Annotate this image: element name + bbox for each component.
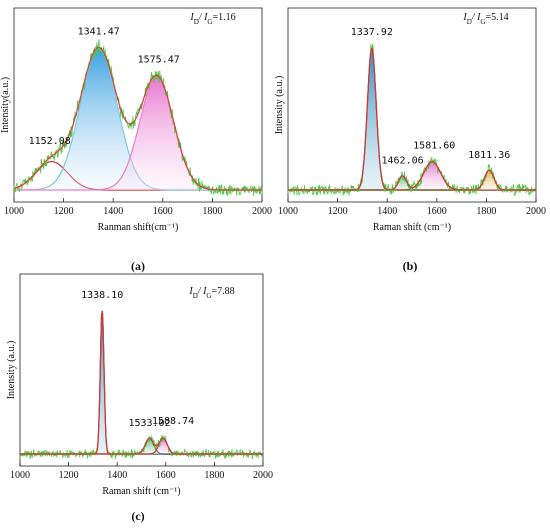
x-axis-label: Raman shift (cm⁻¹) <box>102 486 180 497</box>
peak-label: 1152.08 <box>29 136 71 147</box>
peak-fill-1575.47 <box>14 76 262 190</box>
x-tick-label: 1800 <box>202 206 222 217</box>
x-tick-label: 1200 <box>59 470 79 481</box>
fitted-envelope-line <box>13 46 262 191</box>
fitted-envelope-line <box>288 47 536 191</box>
panel-label: (b) <box>403 259 418 273</box>
plot-frame <box>13 7 263 203</box>
x-tick-label: 1400 <box>377 206 397 217</box>
y-axis-label: Intensity (a.u.) <box>274 76 285 135</box>
x-tick-label: 1800 <box>476 206 496 217</box>
x-tick-label: 1400 <box>107 470 127 481</box>
chart-panel-1: 1000 1200 1400 1600 1800 2000 Ranman shift(cm⁻… <box>0 7 272 273</box>
x-tick-label: 1600 <box>427 206 447 217</box>
x-tick-label: 1600 <box>156 470 176 481</box>
peak-label: 1588.74 <box>152 416 194 427</box>
peak-label: 1575.47 <box>138 54 180 65</box>
plot-frame <box>19 273 264 467</box>
peak-label: 1581.60 <box>413 141 455 152</box>
y-axis-label: Intensity (a.u.) <box>6 341 17 400</box>
chart-panel-3: 1000 1200 1400 1600 1800 2000 Raman shift (cm⁻… <box>6 273 273 523</box>
plot-frame <box>287 7 537 203</box>
fitted-envelope-line <box>20 310 263 455</box>
x-tick-label: 2000 <box>526 206 546 217</box>
peak-label: 1811.36 <box>468 150 510 161</box>
y-axis-label: Intensity(a.u.) <box>0 77 11 133</box>
raw-spectrum-line <box>19 312 264 460</box>
x-tick-label: 1000 <box>4 206 24 217</box>
peak-component-1337.92 <box>288 47 536 191</box>
peak-label: 1338.10 <box>81 290 123 301</box>
peak-label: 1533.02 <box>128 418 170 429</box>
peak-fill-1811.36 <box>288 170 536 190</box>
peak-label: 1462.06 <box>382 156 424 167</box>
x-axis-label: Ranman shift(cm⁻¹) <box>98 222 179 233</box>
x-tick-label: 1000 <box>10 470 30 481</box>
peak-component-1338.10 <box>20 310 263 455</box>
intensity-ratio-label: ID/ IG=5.14 <box>462 12 508 26</box>
peak-fill-1338.10 <box>20 311 263 454</box>
x-tick-label: 2000 <box>252 206 272 217</box>
x-axis-label: Raman shift (cm⁻¹) <box>373 222 451 233</box>
intensity-ratio-label: ID/ IG=7.88 <box>188 286 234 300</box>
x-tick-label: 1800 <box>204 470 224 481</box>
panel-label: (a) <box>131 259 145 273</box>
x-tick-label: 2000 <box>253 470 273 481</box>
x-tick-label: 1200 <box>328 206 348 217</box>
x-tick-label: 1600 <box>153 206 173 217</box>
x-tick-label: 1200 <box>54 206 74 217</box>
x-tick-label: 1000 <box>278 206 298 217</box>
intensity-ratio-label: ID/ IG=1.16 <box>189 12 235 26</box>
peak-fill-1341.47 <box>14 48 262 190</box>
chart-panel-2: 1000 1200 1400 1600 1800 2000 Raman shift (cm⁻… <box>274 7 546 273</box>
peak-label: 1337.92 <box>351 27 393 38</box>
panel-label: (c) <box>131 509 144 523</box>
x-tick-label: 1400 <box>103 206 123 217</box>
peak-label: 1341.47 <box>78 26 120 37</box>
peak-fill-1337.92 <box>288 48 536 190</box>
raw-spectrum-line <box>287 42 537 196</box>
